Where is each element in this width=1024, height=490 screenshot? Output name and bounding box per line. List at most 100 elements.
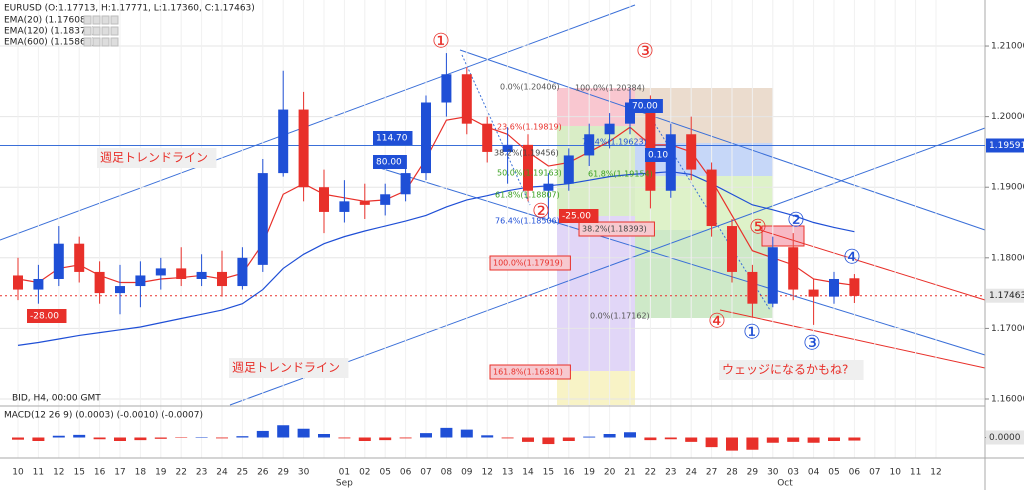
wave-number: ④ — [708, 309, 726, 333]
x-tick-label: 04 — [808, 468, 820, 478]
legend-icon — [101, 26, 110, 36]
legend-icon — [110, 26, 119, 36]
macd-bar — [644, 437, 657, 441]
macd-bar — [460, 429, 473, 438]
legend-icon — [83, 26, 92, 36]
annotation-box — [373, 155, 407, 169]
candle-body — [53, 243, 64, 279]
annotation-box — [559, 209, 599, 223]
y-tick-label: 1.16000 — [991, 394, 1024, 404]
candle-body — [115, 286, 125, 294]
macd-bar — [114, 437, 126, 441]
annotation: 61.8%(1.19154) — [588, 170, 653, 179]
macd-bar — [195, 437, 208, 438]
legend-icon — [110, 15, 119, 25]
macd-bar — [134, 437, 147, 441]
macd-bar — [562, 437, 575, 441]
annotation-box — [489, 364, 571, 380]
candle-body — [543, 183, 554, 191]
x-tick-label: 22 — [175, 468, 186, 478]
legend-icon — [83, 15, 92, 25]
candle-body — [502, 144, 513, 152]
price-tag — [986, 430, 1024, 445]
macd-bar — [787, 437, 800, 442]
candle-body — [278, 109, 289, 174]
annotation: 23.6%(1.19819) — [497, 123, 562, 132]
annotation: 0.0%(1.17162) — [590, 312, 650, 321]
annotation-box — [489, 255, 571, 271]
candle-body — [217, 271, 227, 287]
macd-bar — [664, 437, 677, 440]
x-tick-label: 09 — [461, 468, 473, 478]
annotation: 週足トレンドライン — [232, 361, 340, 375]
macd-bar — [828, 437, 840, 441]
annotation-box — [629, 99, 663, 113]
candle-body — [441, 74, 452, 103]
x-tick-label: 06 — [400, 468, 412, 478]
legend-icon — [92, 15, 101, 25]
y-tick-label: 1.20000 — [991, 112, 1024, 122]
x-tick-label: 23 — [665, 468, 676, 478]
wave-number: ① — [432, 29, 450, 53]
macd-bar — [12, 437, 24, 440]
macd-bar — [726, 437, 738, 451]
x-tick-label: 11 — [33, 468, 44, 478]
trend-line — [0, 4, 636, 241]
trend-line — [459, 49, 986, 231]
macd-bar — [420, 433, 432, 438]
x-tick-label: 23 — [196, 468, 207, 478]
x-tick-label: 11 — [910, 468, 921, 478]
x-tick-label: 05 — [379, 468, 390, 478]
annotation: 76.4%(1.18506) — [495, 217, 560, 226]
x-tick-label: 12 — [930, 468, 941, 478]
candle-body — [645, 102, 656, 191]
macd-bar — [216, 437, 228, 439]
x-tick-label: 05 — [828, 468, 839, 478]
annotation: 80.00 — [376, 158, 402, 168]
x-tick-label: 26 — [257, 468, 269, 478]
annotation: -25.00 — [562, 212, 591, 222]
annotation: 38.2%(1.18393) — [582, 225, 647, 234]
x-tick-label: 12 — [481, 468, 492, 478]
candle-body — [257, 173, 268, 265]
legend-icon — [101, 15, 110, 25]
legend-label: EMA(600) (1.15861) — [4, 38, 95, 48]
y-tick-label: 0.0000 — [989, 433, 1021, 443]
macd-bar — [358, 437, 371, 441]
y-tick-label: 1.18000 — [991, 253, 1024, 263]
annotation-bg — [229, 358, 349, 378]
candle-body — [196, 271, 207, 279]
macd-bar — [501, 437, 514, 439]
annotation: 0.10 — [648, 151, 668, 161]
candle-body — [319, 187, 329, 212]
macd-bar — [379, 437, 392, 441]
candle-body — [135, 275, 146, 287]
x-tick-label: 25 — [237, 468, 248, 478]
legend-label: EMA(120) (1.18374) — [4, 27, 95, 37]
x-tick-label: 10 — [889, 468, 901, 478]
annotation: 38.2%(1.19456) — [494, 149, 559, 158]
legend-icon — [92, 37, 101, 47]
x-tick-label: 19 — [155, 468, 167, 478]
candle-body — [380, 194, 391, 205]
x-tick-label: 19 — [583, 468, 595, 478]
x-tick-label: 18 — [135, 468, 147, 478]
macd-bar — [32, 437, 45, 441]
candle-body — [176, 268, 187, 279]
candle-body — [747, 271, 758, 304]
candle-body — [13, 275, 23, 290]
candle-body — [584, 134, 595, 156]
candle-body — [686, 134, 697, 170]
x-tick-label: 07 — [420, 468, 431, 478]
candle-body — [400, 173, 411, 195]
macd-bar — [399, 437, 412, 439]
x-tick-label: 07 — [869, 468, 880, 478]
wedge-line — [719, 309, 986, 369]
macd-bar — [338, 437, 351, 439]
candle-body — [94, 271, 105, 294]
annotation-bg — [719, 360, 864, 380]
fib-guide — [461, 54, 531, 206]
y-tick-label: 1.19000 — [991, 183, 1024, 193]
x-tick-label: 29 — [747, 468, 759, 478]
